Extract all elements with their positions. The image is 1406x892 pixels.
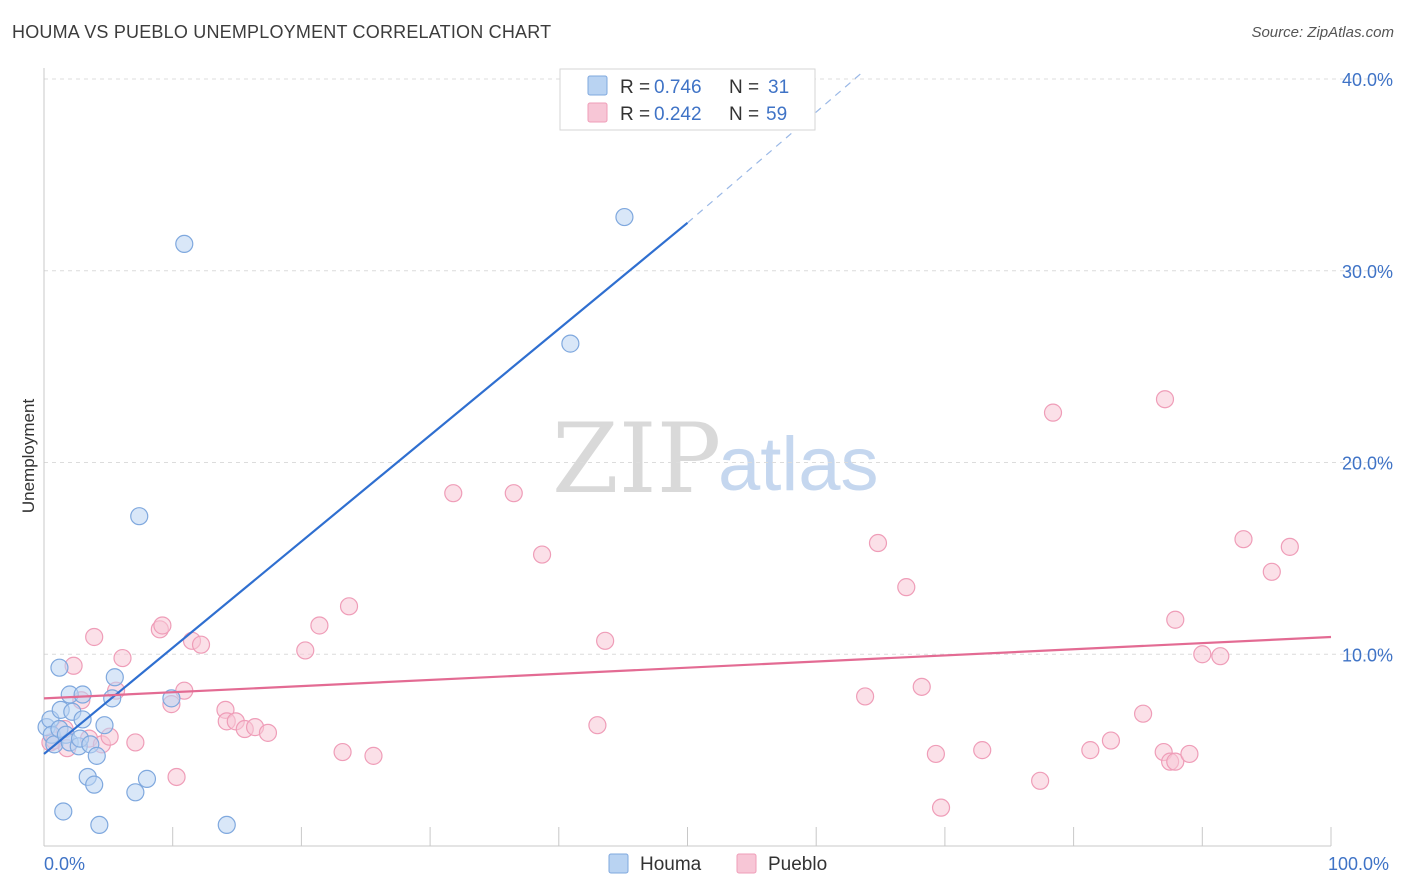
stats-legend: R = 0.746 N = 31 R = 0.242 N = 59: [559, 68, 816, 131]
pueblo-point-56: [1234, 530, 1253, 549]
pueblo-point-39: [912, 677, 931, 696]
houma-point-21: [95, 716, 114, 735]
source-label: Source: ZipAtlas.com: [1251, 24, 1394, 41]
bottom-legend: Houma Pueblo: [608, 853, 827, 875]
pueblo-point-19: [191, 635, 211, 654]
houma-point-28: [175, 234, 194, 254]
houma-point-27: [162, 689, 181, 708]
houma-point-30: [561, 334, 580, 353]
pueblo-point-34: [588, 716, 607, 735]
grid-lines: [44, 78, 1392, 655]
pueblo-point-30: [364, 746, 383, 765]
pueblo-point-41: [931, 798, 951, 817]
pueblo-point-33: [532, 545, 552, 564]
pueblo-point-49: [1155, 390, 1175, 409]
houma-point-5: [50, 658, 69, 677]
pueblo-point-57: [1262, 562, 1281, 581]
pueblo-point-42: [973, 741, 992, 760]
houma-point-24: [126, 783, 145, 802]
houma-point-15: [73, 710, 92, 729]
houma-point-20: [90, 815, 109, 835]
pueblo-bottom-swatch: [736, 853, 757, 874]
pueblo-point-55: [1211, 647, 1230, 666]
pueblo-r-value: 0.242: [654, 104, 702, 125]
pueblo-point-11: [113, 648, 132, 668]
pueblo-r-label: R =: [620, 104, 650, 125]
watermark-atlas: atlas: [718, 422, 879, 507]
pueblo-point-36: [856, 687, 875, 706]
houma-r-value: 0.746: [654, 77, 702, 98]
pueblo-point-14: [153, 616, 172, 635]
y-tick-label-20: 20.0%: [1342, 454, 1393, 474]
pueblo-point-28: [333, 742, 352, 762]
pueblo-point-40: [926, 744, 945, 764]
houma-legend-swatch: [587, 75, 608, 96]
pueblo-point-25: [258, 723, 278, 742]
chart-title: HOUMA VS PUEBLO UNEMPLOYMENT CORRELATION…: [12, 22, 552, 42]
houma-point-7: [54, 802, 73, 821]
pueblo-point-53: [1180, 744, 1199, 764]
trend-lines: [43, 72, 1332, 755]
pueblo-point-45: [1081, 741, 1100, 760]
pueblo-point-52: [1166, 610, 1185, 629]
houma-point-29: [217, 815, 236, 835]
y-tick-labels: 10.0% 20.0% 30.0% 40.0%: [1342, 70, 1393, 665]
pueblo-point-37: [868, 533, 888, 553]
y-tick-label-30: 30.0%: [1342, 262, 1393, 282]
x-tick-marks: [172, 827, 1332, 846]
pueblo-point-51: [1166, 752, 1185, 771]
houma-point-23: [105, 668, 124, 687]
pueblo-point-32: [504, 484, 523, 503]
x-tick-label-min: 0.0%: [44, 854, 85, 874]
houma-point-31: [615, 207, 634, 227]
pueblo-point-27: [310, 616, 329, 635]
pueblo-point-38: [897, 578, 916, 597]
pueblo-n-value: 59: [766, 104, 787, 125]
pueblo-point-16: [167, 767, 186, 787]
houma-point-18: [85, 775, 104, 794]
pueblo-point-46: [1101, 731, 1121, 750]
pueblo-point-58: [1280, 537, 1299, 556]
pueblo-point-26: [296, 641, 315, 660]
y-tick-label-40: 40.0%: [1342, 70, 1393, 90]
pueblo-point-35: [596, 631, 615, 650]
pueblo-legend-swatch: [587, 102, 608, 123]
pueblo-point-44: [1043, 403, 1063, 422]
houma-n-value: 31: [768, 77, 789, 98]
pueblo-point-43: [1031, 771, 1050, 790]
houma-bottom-swatch: [608, 853, 629, 874]
pueblo-point-7: [85, 627, 104, 647]
y-tick-label-10: 10.0%: [1342, 645, 1393, 665]
pueblo-point-31: [444, 484, 463, 503]
pueblo-point-54: [1193, 645, 1212, 664]
pueblo-point-12: [126, 733, 145, 752]
houma-trend-line: [43, 221, 689, 755]
x-tick-label-max: 100.0%: [1328, 854, 1389, 874]
pueblo-bottom-label: Pueblo: [768, 854, 827, 875]
houma-point-26: [137, 769, 157, 788]
pueblo-n-label: N =: [729, 104, 759, 125]
watermark-zip: ZIP: [552, 403, 721, 515]
houma-point-14: [73, 685, 92, 704]
houma-point-19: [87, 746, 106, 765]
y-axis-label: Unemployment: [19, 399, 38, 514]
houma-n-label: N =: [729, 77, 759, 98]
pueblo-point-47: [1133, 704, 1153, 723]
pueblo-point-29: [339, 597, 359, 616]
houma-point-25: [130, 507, 149, 526]
houma-r-label: R =: [620, 77, 650, 98]
pueblo-trend-line: [43, 635, 1332, 700]
houma-bottom-label: Houma: [640, 854, 702, 875]
